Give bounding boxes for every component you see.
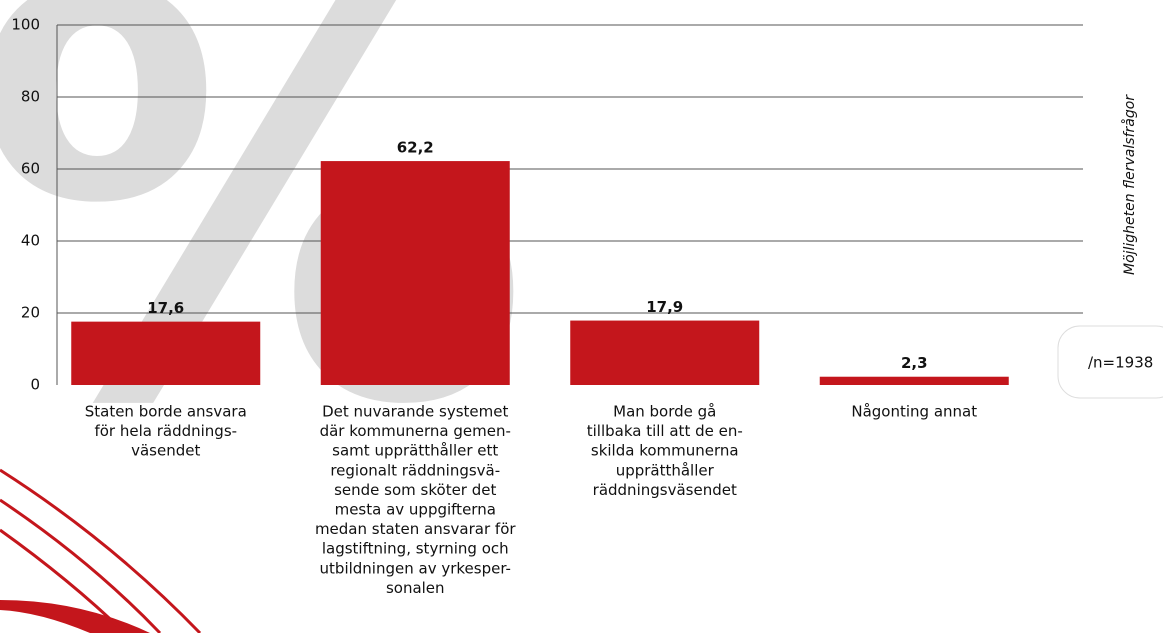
value-label: 17,9 xyxy=(646,298,683,316)
x-tick-label: lagstiftning, styrning och xyxy=(322,540,509,558)
bar xyxy=(71,322,260,385)
chart: % Möjligheten flervalsfrågor /n=1938 020… xyxy=(0,0,1163,633)
y-tick-label: 20 xyxy=(21,304,40,322)
x-tick-label: räddningsväsendet xyxy=(593,481,737,499)
sample-size: /n=1938 xyxy=(1088,354,1153,372)
x-tick-label: Man borde gå xyxy=(613,403,716,421)
page: % Möjligheten flervalsfrågor /n=1938 020… xyxy=(0,0,1163,633)
x-tick-label: samt upprätthåller ett xyxy=(332,442,498,460)
y-tick-label: 80 xyxy=(21,88,40,106)
x-tick-label: tillbaka till att de en- xyxy=(587,422,743,440)
bar xyxy=(820,377,1009,385)
x-tick-label: utbildningen av yrkesper- xyxy=(320,559,511,577)
x-tick-label: skilda kommunerna xyxy=(591,442,739,460)
value-label: 62,2 xyxy=(397,139,434,157)
y-tick-label: 0 xyxy=(30,376,40,394)
x-tick-label: medan staten ansvarar för xyxy=(315,520,516,538)
x-tick-label: Det nuvarande systemet xyxy=(322,403,508,421)
x-tick-label: sende som sköter det xyxy=(334,481,496,499)
x-tick-label: mesta av uppgifterna xyxy=(335,501,496,519)
value-label: 2,3 xyxy=(901,354,928,372)
x-tick-label: sonalen xyxy=(386,579,445,597)
y-tick-label: 60 xyxy=(21,160,40,178)
x-tick-label: där kommunerna gemen- xyxy=(320,422,511,440)
value-label: 17,6 xyxy=(147,299,184,317)
x-tick-label: upprätthåller xyxy=(616,461,715,479)
side-label: Möjligheten flervalsfrågor xyxy=(1121,94,1138,275)
x-tick-label: Staten borde ansvara xyxy=(85,403,247,421)
bar xyxy=(321,161,510,385)
x-tick-label: väsendet xyxy=(131,442,200,460)
bar xyxy=(570,321,759,385)
x-tick-label: Någonting annat xyxy=(851,403,977,421)
y-tick-label: 100 xyxy=(11,16,40,34)
x-tick-label: regionalt räddningsvä- xyxy=(330,461,500,479)
y-tick-label: 40 xyxy=(21,232,40,250)
x-tick-label: för hela räddnings- xyxy=(94,422,237,440)
